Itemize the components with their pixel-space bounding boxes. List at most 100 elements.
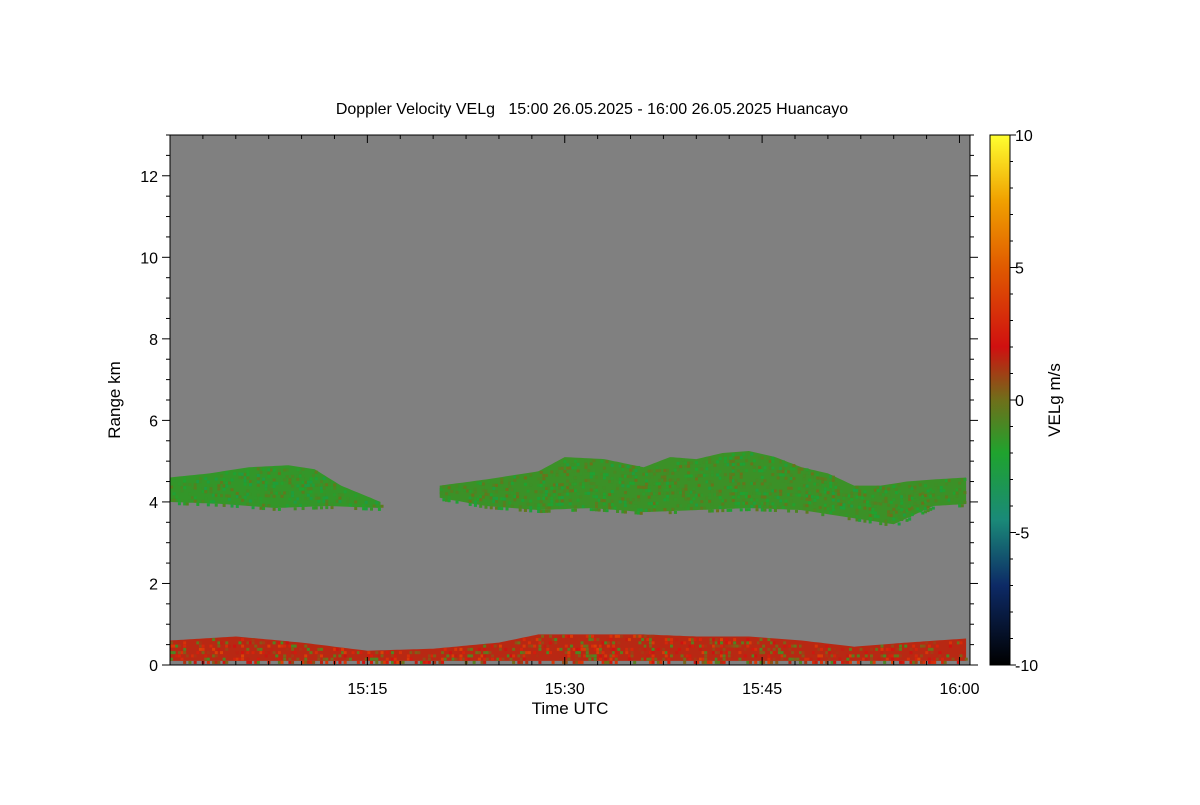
cloud-layer-1-pixel [196, 480, 200, 484]
cloud-layer-2-pixel [618, 464, 622, 468]
cloud-layer-2-pixel [839, 489, 843, 493]
cloud-layer-2-pixel [555, 470, 559, 474]
cloud-layer-2-pixel [845, 493, 848, 497]
cloud-layer-2-pixel [766, 485, 770, 489]
cloud-layer-1-pixel [338, 499, 342, 503]
cloud-layer-1-pixel [280, 494, 284, 498]
cloud-layer-2-pixel [589, 475, 593, 479]
cloud-layer-2-pixel [495, 506, 498, 510]
boundary-layer-pixel [391, 657, 395, 661]
boundary-layer-pixel [767, 660, 771, 664]
cloud-layer-2-pixel [468, 496, 472, 500]
cloud-layer-1-pixel [170, 485, 173, 489]
cloud-layer-2-pixel [760, 501, 764, 505]
cloud-layer-2-pixel [816, 479, 820, 483]
boundary-layer-pixel [259, 647, 263, 651]
boundary-layer-pixel [285, 641, 289, 645]
cloud-layer-2-pixel [479, 504, 483, 508]
cloud-layer-2-pixel [547, 467, 551, 471]
cloud-layer-2-pixel [545, 509, 548, 513]
cloud-layer-2-pixel [818, 476, 822, 480]
boundary-layer-pixel [722, 660, 726, 664]
cloud-layer-1-pixel [320, 480, 323, 484]
cloud-layer-2-pixel [792, 503, 796, 507]
cloud-layer-2-pixel [555, 473, 559, 477]
boundary-layer-pixel [891, 660, 895, 664]
cloud-layer-2-pixel [676, 465, 680, 469]
cloud-layer-2-pixel [792, 467, 796, 471]
cloud-layer-2-pixel [642, 492, 646, 496]
boundary-layer-pixel [262, 651, 266, 655]
boundary-layer-pixel [317, 647, 321, 651]
boundary-layer-pixel [220, 641, 223, 645]
boundary-layer-pixel [567, 651, 571, 655]
boundary-layer-pixel [454, 657, 458, 661]
cloud-layer-2-pixel [902, 493, 906, 497]
boundary-layer-pixel [301, 660, 305, 664]
cloud-layer-2-pixel [455, 484, 459, 488]
boundary-layer-pixel [783, 644, 787, 648]
cloud-layer-2-pixel [737, 482, 741, 486]
cloud-layer-1-pixel [222, 487, 226, 491]
cloud-layer-2-pixel [671, 507, 675, 511]
cloud-layer-1-pixel [183, 502, 187, 506]
cloud-layer-2-pixel [621, 481, 625, 485]
cloud-layer-2-pixel [755, 491, 759, 495]
cloud-layer-2-pixel [855, 495, 859, 499]
cloud-layer-2-pixel [652, 501, 656, 505]
boundary-layer-pixel [241, 638, 245, 642]
cloud-layer-2-pixel [710, 460, 714, 464]
cloud-layer-2-pixel [958, 501, 962, 505]
boundary-layer-pixel [280, 660, 284, 664]
cloud-layer-2-pixel [926, 509, 930, 513]
cloud-layer-2-pixel [652, 482, 656, 486]
boundary-layer-pixel [170, 651, 173, 655]
cloud-layer-1-pixel [217, 484, 221, 488]
boundary-layer-pixel [948, 641, 952, 645]
boundary-layer-pixel [396, 660, 400, 664]
cloud-layer-2-pixel [808, 494, 812, 498]
cloud-layer-2-pixel [955, 491, 959, 495]
boundary-layer-pixel [491, 644, 495, 648]
cloud-layer-2-pixel [671, 484, 675, 488]
boundary-layer-pixel [554, 641, 558, 645]
cloud-layer-1-pixel [314, 506, 318, 510]
boundary-layer-pixel [735, 647, 739, 651]
boundary-layer-pixel [720, 644, 723, 648]
cloud-layer-2-pixel [713, 493, 717, 497]
cloud-layer-2-pixel [716, 493, 720, 497]
cloud-layer-2-pixel [776, 489, 780, 493]
cloud-layer-2-pixel [776, 505, 780, 509]
cloud-layer-2-pixel [887, 503, 891, 507]
boundary-layer-pixel [251, 651, 255, 655]
cloud-layer-1-pixel [296, 468, 300, 472]
cloud-layer-2-pixel [752, 469, 756, 473]
boundary-layer-pixel [825, 651, 829, 655]
boundary-layer-pixel [717, 660, 721, 664]
boundary-layer-pixel [714, 638, 718, 642]
boundary-layer-pixel [548, 641, 552, 645]
boundary-layer-pixel [646, 638, 650, 642]
cloud-layer-2-pixel [805, 471, 809, 475]
cloud-layer-2-pixel [826, 507, 830, 511]
cloud-layer-2-pixel [634, 478, 638, 482]
cloud-layer-2-pixel [634, 504, 638, 508]
cloud-layer-2-pixel [602, 502, 606, 506]
cloud-layer-2-pixel [484, 505, 488, 509]
cloud-layer-1-pixel [235, 495, 239, 499]
cloud-layer-2-pixel [784, 463, 788, 467]
cloud-layer-2-pixel [676, 484, 680, 488]
cloud-layer-2-pixel [963, 491, 967, 495]
boundary-layer-pixel [914, 647, 918, 651]
boundary-layer-pixel [848, 660, 852, 664]
cloud-layer-2-pixel [500, 487, 504, 491]
cloud-layer-2-pixel [866, 503, 870, 507]
cloud-layer-2-pixel [663, 475, 667, 479]
cloud-layer-2-pixel [637, 511, 641, 515]
boundary-layer-pixel [670, 644, 673, 648]
cloud-layer-2-pixel [547, 483, 551, 487]
cloud-layer-2-pixel [797, 493, 801, 497]
cloud-layer-2-pixel [834, 489, 838, 493]
cloud-layer-2-pixel [573, 466, 577, 470]
cloud-layer-2-pixel [652, 492, 656, 496]
